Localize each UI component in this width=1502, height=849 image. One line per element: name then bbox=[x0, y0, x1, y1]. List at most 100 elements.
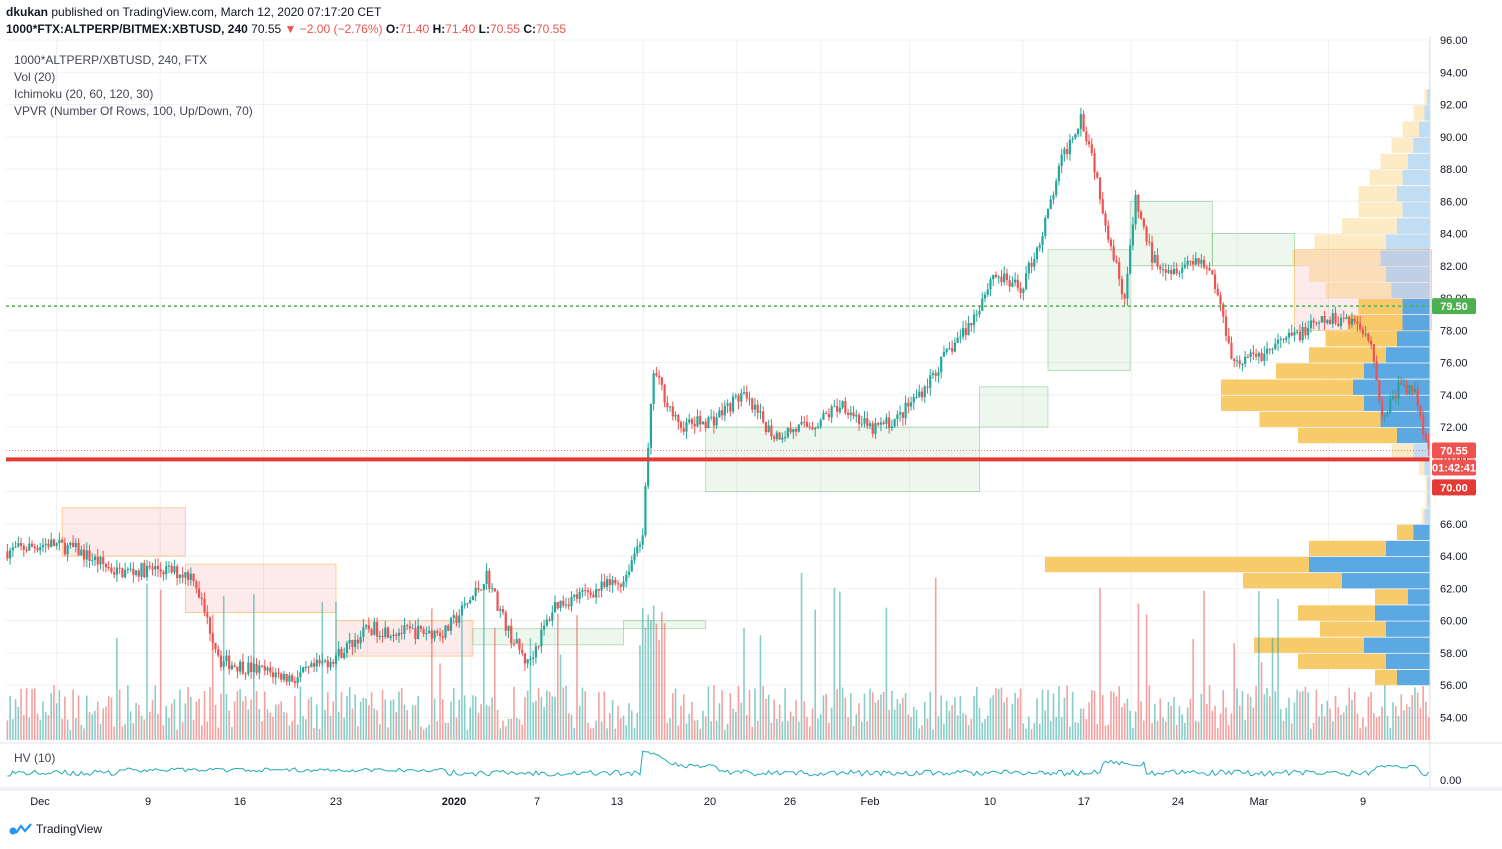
volume-bar bbox=[441, 699, 444, 740]
vp-bar-down bbox=[1320, 621, 1386, 637]
vp-bar-up bbox=[1380, 250, 1430, 266]
volume-bar bbox=[288, 725, 291, 740]
volume-bar bbox=[1381, 706, 1383, 740]
vp-bar-up bbox=[1386, 266, 1430, 282]
volume-bar bbox=[1219, 713, 1222, 740]
x-tick-label: 20 bbox=[704, 796, 716, 808]
volume-bar bbox=[959, 695, 962, 740]
legend-hv[interactable]: HV (10) bbox=[14, 751, 56, 765]
candle-body bbox=[236, 666, 239, 672]
candle-body bbox=[1230, 342, 1233, 359]
volume-bar bbox=[1274, 691, 1277, 740]
volume-bar bbox=[562, 687, 565, 740]
candle-body bbox=[1282, 338, 1285, 340]
volume-bar bbox=[179, 689, 181, 740]
legend-symbol[interactable]: 1000*ALTPERP/XBTUSD, 240, FTX bbox=[14, 53, 208, 67]
volume-bar bbox=[307, 699, 310, 740]
volume-bar bbox=[1373, 713, 1375, 740]
candle-body bbox=[1279, 338, 1282, 340]
close-value: 70.55 bbox=[536, 22, 567, 36]
volume-bar bbox=[1044, 710, 1047, 740]
candle-body bbox=[384, 627, 387, 637]
candle-body bbox=[592, 594, 595, 598]
volume-bar bbox=[595, 720, 597, 740]
volume-bar bbox=[1036, 698, 1038, 740]
candle-body bbox=[693, 423, 696, 427]
symbol-title[interactable]: 1000*FTX:ALTPERP/BITMEX:XBTUSD, 240 bbox=[6, 22, 248, 36]
candle-body bbox=[447, 625, 450, 631]
volume-bar bbox=[23, 715, 25, 740]
candle-body bbox=[121, 568, 124, 578]
volume-bar bbox=[729, 693, 732, 740]
candle-body bbox=[923, 386, 926, 398]
vp-bar-up bbox=[1397, 427, 1430, 444]
volume-bar bbox=[1310, 728, 1312, 740]
candle-body bbox=[206, 612, 209, 618]
volume-bar bbox=[825, 693, 827, 740]
cloud-segment bbox=[1129, 200, 1213, 267]
volume-bar bbox=[956, 715, 959, 740]
candle-body bbox=[219, 655, 223, 667]
candle-body bbox=[852, 412, 855, 417]
volume-bar bbox=[1008, 728, 1011, 740]
vp-bar-up bbox=[1402, 315, 1430, 331]
volume-bar bbox=[1285, 707, 1288, 740]
volume-bar bbox=[151, 700, 154, 740]
volume-bar bbox=[1416, 692, 1419, 740]
legend-volume[interactable]: Vol (20) bbox=[14, 70, 56, 84]
candle-body bbox=[82, 549, 86, 560]
volume-bar bbox=[1348, 687, 1351, 740]
legend-ichimoku[interactable]: Ichimoku (20, 60, 120, 30) bbox=[14, 87, 154, 101]
candle-body bbox=[1380, 400, 1384, 416]
candle-body bbox=[1101, 199, 1104, 214]
legend-vpvr[interactable]: VPVR (Number Of Rows, 100, Up/Down, 70) bbox=[14, 104, 253, 118]
candle-body bbox=[1298, 331, 1302, 341]
candle-body bbox=[1134, 194, 1137, 225]
candle-body bbox=[1063, 148, 1066, 155]
volume-bar bbox=[135, 702, 137, 740]
candle-body bbox=[1115, 260, 1118, 263]
volume-bar bbox=[329, 715, 332, 740]
volume-bar bbox=[989, 698, 992, 740]
candle-body bbox=[397, 632, 401, 636]
tradingview-logo[interactable]: TradingView bbox=[8, 822, 102, 836]
candle-body bbox=[1005, 273, 1009, 281]
candle-body bbox=[359, 636, 362, 644]
volume-bar bbox=[828, 722, 830, 740]
volume-bar bbox=[488, 706, 491, 740]
volume-bar bbox=[557, 613, 559, 740]
volume-bar bbox=[1028, 716, 1030, 740]
volume-bar bbox=[157, 713, 159, 740]
candle-body bbox=[436, 631, 439, 633]
volume-bar bbox=[159, 589, 162, 740]
vp-bar-up bbox=[1413, 524, 1430, 540]
volume-bar bbox=[305, 719, 307, 740]
candle-body bbox=[441, 636, 444, 638]
volume-bar bbox=[444, 722, 447, 740]
volume-bar bbox=[532, 702, 534, 740]
vp-bar-down bbox=[1369, 169, 1403, 186]
volume-bar bbox=[1427, 717, 1430, 740]
volume-bar bbox=[636, 712, 639, 740]
volume-bar bbox=[461, 614, 463, 740]
volume-bar bbox=[1151, 723, 1153, 740]
candle-body bbox=[44, 543, 47, 545]
candle-body bbox=[143, 563, 146, 578]
candle-body bbox=[1389, 399, 1392, 413]
volume-bar bbox=[707, 686, 710, 740]
volume-bar bbox=[899, 703, 901, 740]
volume-bar bbox=[923, 701, 926, 740]
volume-bar bbox=[1033, 722, 1036, 740]
vp-bar-down bbox=[1413, 105, 1425, 121]
candle-body bbox=[778, 432, 781, 440]
volume-bar bbox=[85, 695, 88, 740]
volume-bar bbox=[1173, 697, 1175, 740]
candle-body bbox=[1224, 316, 1228, 336]
candle-body bbox=[1361, 329, 1365, 334]
author[interactable]: dkukan bbox=[6, 5, 49, 19]
candle-body bbox=[1301, 326, 1304, 341]
price-tag-text: 79.50 bbox=[1440, 301, 1468, 313]
volume-bar bbox=[658, 639, 660, 740]
volume-bar bbox=[326, 692, 329, 740]
